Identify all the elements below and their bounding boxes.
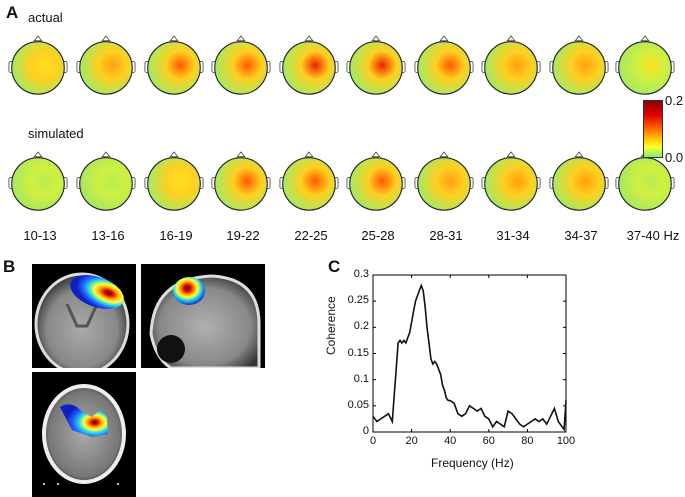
- mri-coronal-view: [32, 264, 136, 368]
- frequency-band-label: 37-40 Hz: [626, 228, 680, 243]
- topomap-head: [346, 151, 406, 211]
- topomap-head: [279, 35, 339, 95]
- x-tick-label: 0: [369, 435, 377, 447]
- topomap-head: [211, 35, 271, 95]
- y-tick-label: 0.05: [347, 398, 369, 411]
- topomap-head: [481, 35, 541, 95]
- frequency-band-label: 25-28: [361, 228, 395, 243]
- topomap-head: [549, 151, 609, 211]
- topomap-head: [549, 35, 609, 95]
- x-tick-label: 20: [405, 435, 418, 447]
- topomap-head: [8, 35, 68, 95]
- colorbar-max-label: 0.2: [665, 93, 684, 108]
- frequency-band-label: 31-34: [496, 228, 530, 243]
- mri-sagittal-view: [141, 264, 265, 368]
- topomap-head: [346, 35, 406, 95]
- coherence-line: [372, 283, 567, 432]
- colorbar: [643, 100, 663, 158]
- topomap-head: [279, 151, 339, 211]
- colorbar-min-label: 0.0: [665, 150, 684, 165]
- frequency-band-label: 19-22: [226, 228, 260, 243]
- x-axis-title: Frequency (Hz): [431, 456, 514, 470]
- frequency-band-label: 13-16: [91, 228, 125, 243]
- y-tick-label: 0: [362, 425, 369, 437]
- y-tick-label: 0.1: [353, 372, 369, 385]
- x-tick-label: 40: [444, 435, 457, 447]
- y-axis-title: Coherence: [324, 296, 338, 355]
- row-label-simulated: simulated: [28, 126, 84, 141]
- frequency-band-label: 28-31: [429, 228, 463, 243]
- y-tick-label: 0.3: [353, 268, 369, 280]
- topomap-head: [144, 35, 204, 95]
- frequency-band-label: 16-19: [159, 228, 193, 243]
- topomap-head: [211, 151, 271, 211]
- topomap-head: [481, 151, 541, 211]
- panel-letter-b: B: [3, 257, 16, 276]
- x-tick-label: 80: [521, 435, 534, 447]
- y-tick-label: 0.25: [347, 294, 369, 307]
- topomap-head: [76, 151, 136, 211]
- row-label-actual: actual: [28, 10, 63, 25]
- topomap-head: [76, 35, 136, 95]
- topomap-head: [414, 151, 474, 211]
- topomap-head: [8, 151, 68, 211]
- frequency-band-label: 34-37: [564, 228, 598, 243]
- frequency-band-label: 22-25: [294, 228, 328, 243]
- panel-letter-c: C: [328, 257, 341, 276]
- y-tick-label: 0.15: [347, 346, 369, 359]
- x-tick-label: 60: [482, 435, 495, 447]
- topomap-head: [144, 151, 204, 211]
- panel-letter-a: A: [6, 3, 19, 22]
- frequency-band-label: 10-13: [23, 228, 57, 243]
- x-tick-label: 100: [556, 435, 576, 447]
- topomap-head: [414, 35, 474, 95]
- mri-axial-view: [32, 372, 136, 497]
- topomap-head: [615, 35, 675, 95]
- y-tick-label: 0.2: [353, 320, 369, 333]
